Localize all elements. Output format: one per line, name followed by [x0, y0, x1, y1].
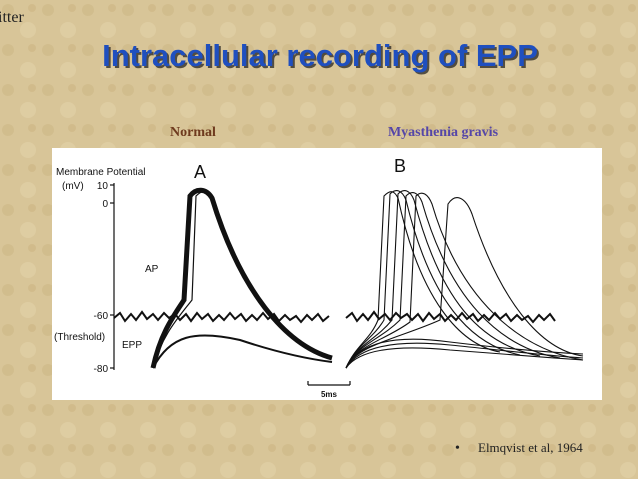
- tick-label: 0: [102, 199, 108, 210]
- corner-text: itter: [0, 9, 24, 26]
- title-shadow: Intracellular recording of EPP: [104, 40, 540, 75]
- ap-label: AP: [145, 264, 159, 275]
- panel-label: Myasthenia gravis: [388, 125, 499, 140]
- scale-label: 5ms: [321, 390, 338, 399]
- panel-label: Normal: [170, 125, 216, 140]
- tick-label: -60: [94, 311, 109, 322]
- title: Intracellular recording of EPP: [102, 38, 538, 73]
- epp-label: EPP: [122, 340, 142, 351]
- axis-label: Membrane Potential: [56, 167, 146, 178]
- axis-label: (mV): [62, 181, 84, 192]
- panel-letter: A: [194, 162, 206, 182]
- figure: Membrane Potential (mV) 10 0 -60 -80 (Th…: [52, 148, 602, 400]
- tick-label: 10: [97, 181, 109, 192]
- bullet: •: [455, 441, 460, 456]
- panel-letter: B: [394, 156, 406, 176]
- threshold-label: (Threshold): [54, 332, 105, 343]
- citation: Elmqvist et al, 1964: [478, 440, 583, 455]
- tick-label: -80: [94, 364, 109, 375]
